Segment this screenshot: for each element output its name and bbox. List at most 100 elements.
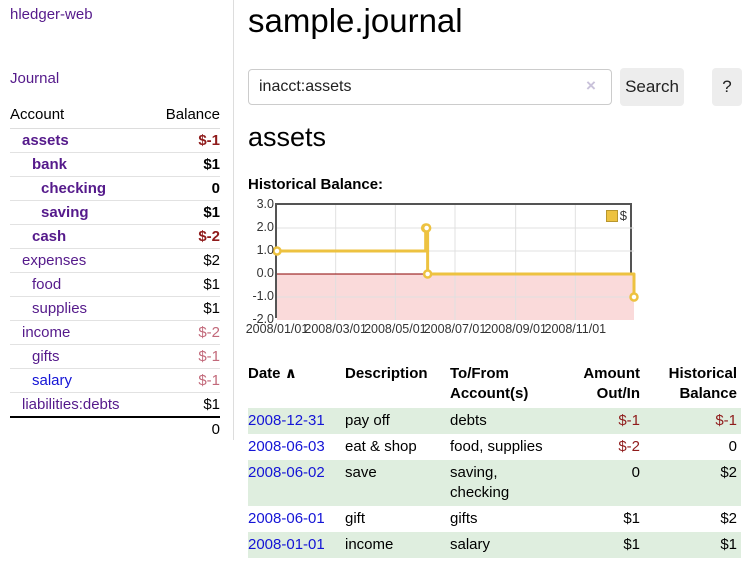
table-row: gifts $-1 [10,345,220,369]
register-header-description: Description [345,360,450,408]
x-axis-tick-label: 2008/07/01 [424,322,487,336]
account-balance: $1 [150,393,220,418]
register-balance: $2 [640,460,741,506]
x-axis-tick-label: 2008/09/01 [484,322,547,336]
table-row: salary $-1 [10,369,220,393]
register-amount: $-1 [558,408,640,434]
table-row: 2008-12-31 pay off debts $-1 $-1 [248,408,741,434]
register-accounts: debts [450,408,558,434]
register-balance: $2 [640,506,741,532]
register-date-link[interactable]: 2008-06-02 [248,464,325,481]
table-row: bank $1 [10,153,220,177]
table-row: 2008-01-01 income salary $1 $1 [248,532,741,558]
page-title: sample.journal [248,2,463,40]
register-amount: $1 [558,532,640,558]
register-description: eat & shop [345,434,450,460]
table-row: checking 0 [10,177,220,201]
register-date-link[interactable]: 2008-01-01 [248,536,325,553]
x-axis-tick-label: 2008/03/01 [304,322,367,336]
sidebar-account-salary[interactable]: salary [32,372,72,389]
register-table: Date ∧ Description To/From Account(s) Am… [248,360,741,558]
accounts-header-row: Account Balance [10,102,220,129]
register-header-balance: Historical Balance [640,360,741,408]
sort-ascending-icon: ∧ [285,365,297,382]
table-row: cash $-2 [10,225,220,249]
table-row: supplies $1 [10,297,220,321]
register-description: income [345,532,450,558]
register-date-link[interactable]: 2008-06-01 [248,510,325,527]
legend-swatch-icon [606,210,618,222]
chart-canvas [277,205,634,320]
y-axis-tick-label: 2.0 [248,220,274,234]
sidebar-account-food[interactable]: food [32,276,61,293]
y-axis-tick-label: 0.0 [248,266,274,280]
register-amount: $-2 [558,434,640,460]
search-button[interactable]: Search [620,68,684,106]
register-accounts: gifts [450,506,558,532]
table-row: liabilities:debts $1 [10,393,220,418]
table-row: income $-2 [10,321,220,345]
sidebar-account-liabilities-debts[interactable]: liabilities:debts [22,396,120,413]
account-balance: $-1 [150,129,220,153]
register-accounts: saving, checking [450,460,558,506]
register-balance: $-1 [640,408,741,434]
search-form: × Search ? [248,66,742,106]
accounts-total-balance: 0 [150,417,220,441]
x-axis-tick-label: 2008/05/01 [364,322,427,336]
account-balance: $-1 [150,369,220,393]
search-input[interactable] [248,69,612,105]
register-description: gift [345,506,450,532]
register-date-link[interactable]: 2008-06-03 [248,438,325,455]
account-balance: $-2 [150,225,220,249]
table-row: saving $1 [10,201,220,225]
y-axis-tick-label: 3.0 [248,197,274,211]
accounts-header-account: Account [10,102,150,129]
sidebar-account-supplies[interactable]: supplies [32,300,87,317]
sidebar-account-cash[interactable]: cash [32,228,66,245]
account-balance: $1 [150,273,220,297]
x-axis-tick-label: 2008/01/01 [246,322,309,336]
y-axis-tick-label: 1.0 [248,243,274,257]
legend-label: $ [620,208,627,223]
chart-y-axis-labels: 3.02.01.00.0-1.0-2.0 [248,198,274,323]
sidebar-item-journal[interactable]: Journal [10,70,59,87]
sidebar-account-expenses[interactable]: expenses [22,252,86,269]
chart-x-axis-labels: 2008/01/012008/03/012008/05/012008/07/01… [277,322,634,340]
table-row: 2008-06-02 save saving, checking 0 $2 [248,460,741,506]
table-row: food $1 [10,273,220,297]
register-balance: $1 [640,532,741,558]
brand-link[interactable]: hledger-web [10,6,93,23]
chart-legend: $ [606,208,627,223]
historical-balance-chart: $ 3.02.01.00.0-1.0-2.0 2008/01/012008/03… [248,198,741,348]
table-row: 2008-06-01 gift gifts $1 $2 [248,506,741,532]
sidebar-account-checking[interactable]: checking [41,180,106,197]
register-amount: 0 [558,460,640,506]
account-balance: $1 [150,297,220,321]
account-balance: $1 [150,201,220,225]
account-balance: $-2 [150,321,220,345]
register-balance: 0 [640,434,741,460]
sidebar-account-gifts[interactable]: gifts [32,348,60,365]
sidebar-divider [233,0,234,440]
sidebar-account-bank[interactable]: bank [32,156,67,173]
sidebar-account-saving[interactable]: saving [41,204,89,221]
table-row: expenses $2 [10,249,220,273]
account-balance: 0 [150,177,220,201]
account-balance: $2 [150,249,220,273]
register-header-accounts: To/From Account(s) [450,360,558,408]
register-amount: $1 [558,506,640,532]
register-date-link[interactable]: 2008-12-31 [248,412,325,429]
sidebar-account-assets[interactable]: assets [22,132,69,149]
register-description: save [345,460,450,506]
register-header-row: Date ∧ Description To/From Account(s) Am… [248,360,741,408]
help-button[interactable]: ? [712,68,742,106]
table-row: 2008-06-03 eat & shop food, supplies $-2… [248,434,741,460]
clear-search-icon[interactable]: × [586,76,596,96]
account-balance: $1 [150,153,220,177]
register-header-date[interactable]: Date ∧ [248,360,345,408]
account-balance: $-1 [150,345,220,369]
hledger-web-window: hledger-web Journal Account Balance asse… [0,0,742,582]
sidebar-account-income[interactable]: income [22,324,70,341]
register-description: pay off [345,408,450,434]
y-axis-tick-label: -1.0 [248,289,274,303]
